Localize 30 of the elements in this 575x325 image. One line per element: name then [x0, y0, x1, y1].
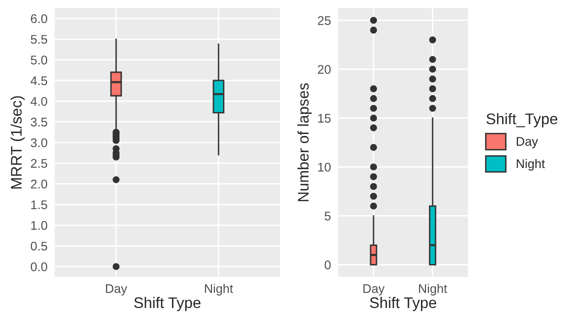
y-axis-title: Number of lapses — [297, 83, 312, 202]
y-tick-label: 4.5 — [30, 76, 48, 86]
y-tick-label: 10 — [318, 162, 331, 172]
x-tick-label: Day — [363, 284, 385, 296]
y-tick-label: 15 — [318, 114, 331, 123]
y-tick-label: 2.5 — [30, 158, 48, 168]
x-axis-title: Shift Type — [134, 296, 200, 312]
y-tick-label: 0.0 — [30, 262, 48, 272]
y-tick-label: 0.5 — [30, 242, 48, 251]
y-tick-label: 6.0 — [30, 14, 48, 24]
x-tick-label: Night — [204, 284, 234, 296]
y-tick-label: 2.0 — [30, 180, 48, 189]
y-tick-label: 5.5 — [30, 35, 48, 44]
x-axis-title: Shift Type — [370, 296, 436, 312]
legend-label: Night — [516, 158, 545, 171]
y-tick-label: 3.5 — [30, 118, 48, 126]
y-tick-label: 3.0 — [30, 138, 48, 148]
y-tick-label: 0 — [324, 260, 331, 270]
y-tick-label: 4.0 — [30, 96, 48, 106]
y-tick-label: 5 — [324, 212, 331, 220]
y-axis-title: MRRT (1/sec) — [10, 96, 25, 189]
y-tick-label: 1.5 — [31, 200, 48, 210]
y-tick-label: 20 — [318, 65, 331, 74]
legend-label: Day — [516, 137, 538, 148]
legend-title: Shift_Type — [486, 113, 558, 128]
y-tick-label: 1.0 — [31, 221, 48, 230]
y-tick-label: 25 — [318, 16, 331, 25]
x-tick-label: Night — [419, 284, 448, 296]
x-tick-label: Day — [106, 284, 128, 296]
y-tick-label: 5.0 — [30, 56, 48, 64]
